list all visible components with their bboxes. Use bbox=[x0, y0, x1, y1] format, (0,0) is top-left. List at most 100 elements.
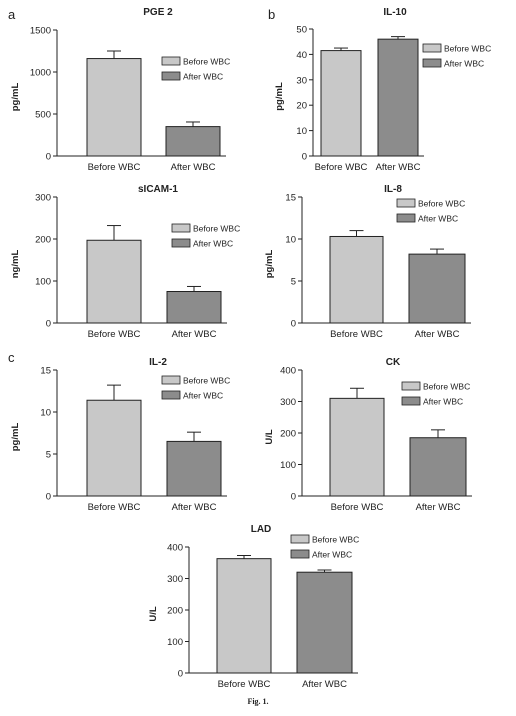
y-tick-label: 5 bbox=[46, 450, 51, 461]
x-tick-label: After WBC bbox=[376, 162, 421, 173]
y-tick-label: 0 bbox=[178, 669, 183, 680]
y-tick-label: 300 bbox=[35, 193, 51, 204]
y-axis-label: pg/mL bbox=[10, 423, 21, 452]
x-tick-label: Before WBC bbox=[315, 162, 368, 173]
chart-title: IL-8 bbox=[384, 184, 402, 195]
legend-label: Before WBC bbox=[423, 382, 470, 392]
panel-letter-b: b bbox=[268, 7, 275, 22]
legend-label: Before WBC bbox=[418, 199, 465, 209]
chart-0: PGE 2 pg/mL 0 500 1000 1500 Before WBC After WB… bbox=[10, 7, 230, 173]
y-tick-label: 200 bbox=[35, 235, 51, 246]
y-tick-label: 50 bbox=[296, 25, 307, 36]
bar-before bbox=[320, 50, 362, 157]
y-tick-label: 400 bbox=[280, 366, 296, 377]
x-tick-label: Before WBC bbox=[218, 679, 271, 690]
legend-label: After WBC bbox=[183, 391, 223, 401]
bar-after bbox=[409, 437, 467, 497]
bar-after bbox=[166, 440, 222, 497]
y-tick-label: 5 bbox=[291, 277, 296, 288]
legend-label: After WBC bbox=[193, 239, 233, 249]
bar-after bbox=[408, 253, 466, 324]
y-tick-label: 1500 bbox=[30, 26, 51, 37]
y-tick-label: 100 bbox=[280, 460, 296, 471]
bar-before bbox=[216, 558, 272, 674]
y-tick-label: 20 bbox=[296, 101, 307, 112]
y-tick-label: 0 bbox=[291, 319, 296, 330]
bar-after bbox=[165, 126, 221, 157]
y-tick-label: 10 bbox=[40, 408, 51, 419]
legend-swatch bbox=[161, 71, 181, 81]
y-tick-label: 0 bbox=[46, 319, 51, 330]
y-tick-label: 0 bbox=[291, 492, 296, 503]
legend-swatch bbox=[161, 390, 181, 400]
bar-before bbox=[86, 399, 142, 497]
y-tick-label: 30 bbox=[296, 75, 307, 86]
legend-swatch bbox=[171, 238, 191, 248]
y-tick-label: 0 bbox=[302, 152, 307, 163]
legend-label: Before WBC bbox=[444, 44, 491, 54]
y-axis-label: ng/mL bbox=[10, 250, 21, 279]
legend-label: After WBC bbox=[418, 214, 458, 224]
y-tick-label: 15 bbox=[285, 193, 296, 204]
bar-before bbox=[329, 235, 384, 324]
y-tick-label: 1000 bbox=[30, 68, 51, 79]
y-tick-label: 15 bbox=[40, 366, 51, 377]
y-tick-label: 300 bbox=[280, 397, 296, 408]
chart-title: LAD bbox=[251, 524, 272, 535]
legend-swatch bbox=[290, 534, 310, 544]
legend-label: After WBC bbox=[183, 72, 223, 82]
legend-label: After WBC bbox=[444, 59, 484, 69]
y-tick-label: 400 bbox=[167, 543, 183, 554]
legend-swatch bbox=[422, 58, 442, 68]
legend-label: Before WBC bbox=[183, 57, 230, 67]
legend-label: Before WBC bbox=[193, 224, 240, 234]
x-tick-label: Before WBC bbox=[330, 329, 383, 340]
legend-swatch bbox=[396, 198, 416, 208]
y-axis-label: pg/mL bbox=[264, 250, 275, 279]
x-tick-label: Before WBC bbox=[88, 162, 141, 173]
x-tick-label: Before WBC bbox=[88, 502, 141, 513]
y-tick-label: 0 bbox=[46, 152, 51, 163]
legend-swatch bbox=[422, 43, 442, 53]
x-tick-label: After WBC bbox=[302, 679, 347, 690]
bar-before bbox=[329, 397, 385, 497]
legend-label: Before WBC bbox=[183, 376, 230, 386]
y-axis-label: pg/mL bbox=[274, 82, 285, 111]
y-axis-label: U/L bbox=[148, 606, 159, 622]
y-axis-label: pg/mL bbox=[10, 83, 21, 112]
legend-swatch bbox=[396, 213, 416, 223]
bar-after bbox=[166, 291, 222, 324]
chart-6: LAD U/L 0 100 200 300 400 Before WBC After WBC Be… bbox=[148, 524, 359, 690]
y-tick-label: 500 bbox=[35, 110, 51, 121]
figure-caption: Fig. 1. bbox=[247, 697, 269, 706]
bar-after bbox=[377, 38, 419, 157]
chart-title: CK bbox=[386, 357, 401, 368]
panel-letter-c: c bbox=[8, 350, 15, 365]
y-tick-label: 200 bbox=[280, 429, 296, 440]
x-tick-label: Before WBC bbox=[331, 502, 384, 513]
panel-letter-a: a bbox=[8, 7, 16, 22]
chart-4: IL-2 pg/mL 0 5 10 15 Before WBC After WBC Before… bbox=[10, 357, 230, 513]
y-tick-label: 40 bbox=[296, 50, 307, 61]
chart-title: PGE 2 bbox=[143, 7, 173, 18]
chart-title: IL-2 bbox=[149, 357, 167, 368]
chart-1: IL-10 pg/mL 0 10 20 30 40 50 Before WBC After WBC… bbox=[274, 7, 491, 173]
legend-swatch bbox=[290, 549, 310, 559]
legend-swatch bbox=[161, 375, 181, 385]
chart-5: CK U/L 0 100 200 300 400 Before WBC After WBC Bef… bbox=[264, 357, 472, 513]
legend-swatch bbox=[401, 381, 421, 391]
legend-label: After WBC bbox=[312, 550, 352, 560]
legend-label: After WBC bbox=[423, 397, 463, 407]
chart-3: IL-8 pg/mL 0 5 10 15 Before WBC After WBC Before… bbox=[264, 184, 471, 340]
y-axis-label: U/L bbox=[264, 429, 275, 445]
legend-swatch bbox=[171, 223, 191, 233]
y-tick-label: 100 bbox=[167, 637, 183, 648]
y-tick-label: 100 bbox=[35, 277, 51, 288]
bar-before bbox=[86, 58, 142, 157]
x-tick-label: After WBC bbox=[415, 329, 460, 340]
legend-swatch bbox=[161, 56, 181, 66]
y-tick-label: 0 bbox=[46, 492, 51, 503]
bar-before bbox=[86, 239, 142, 324]
legend-label: Before WBC bbox=[312, 535, 359, 545]
